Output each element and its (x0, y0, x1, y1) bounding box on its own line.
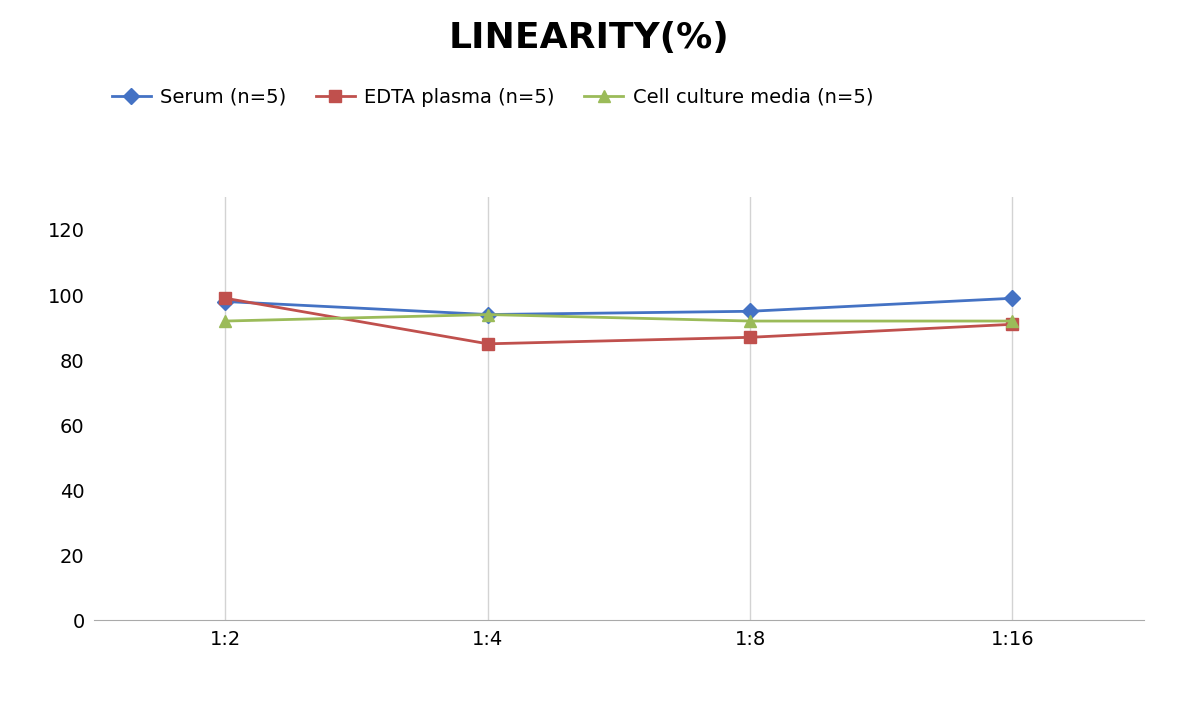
Line: Cell culture media (n=5): Cell culture media (n=5) (220, 309, 1017, 326)
Cell culture media (n=5) (1006, 317, 1020, 325)
EDTA plasma (n=5) (218, 294, 232, 302)
Serum (n=5) (743, 307, 757, 316)
Cell culture media (n=5) (481, 310, 495, 319)
Serum (n=5) (481, 310, 495, 319)
Line: Serum (n=5): Serum (n=5) (220, 293, 1017, 320)
Cell culture media (n=5) (218, 317, 232, 325)
Line: EDTA plasma (n=5): EDTA plasma (n=5) (220, 293, 1017, 350)
Legend: Serum (n=5), EDTA plasma (n=5), Cell culture media (n=5): Serum (n=5), EDTA plasma (n=5), Cell cul… (104, 80, 881, 115)
EDTA plasma (n=5) (1006, 320, 1020, 329)
EDTA plasma (n=5) (481, 340, 495, 348)
Serum (n=5) (1006, 294, 1020, 302)
Text: LINEARITY(%): LINEARITY(%) (449, 21, 730, 55)
Serum (n=5) (218, 298, 232, 306)
EDTA plasma (n=5) (743, 333, 757, 341)
Cell culture media (n=5) (743, 317, 757, 325)
